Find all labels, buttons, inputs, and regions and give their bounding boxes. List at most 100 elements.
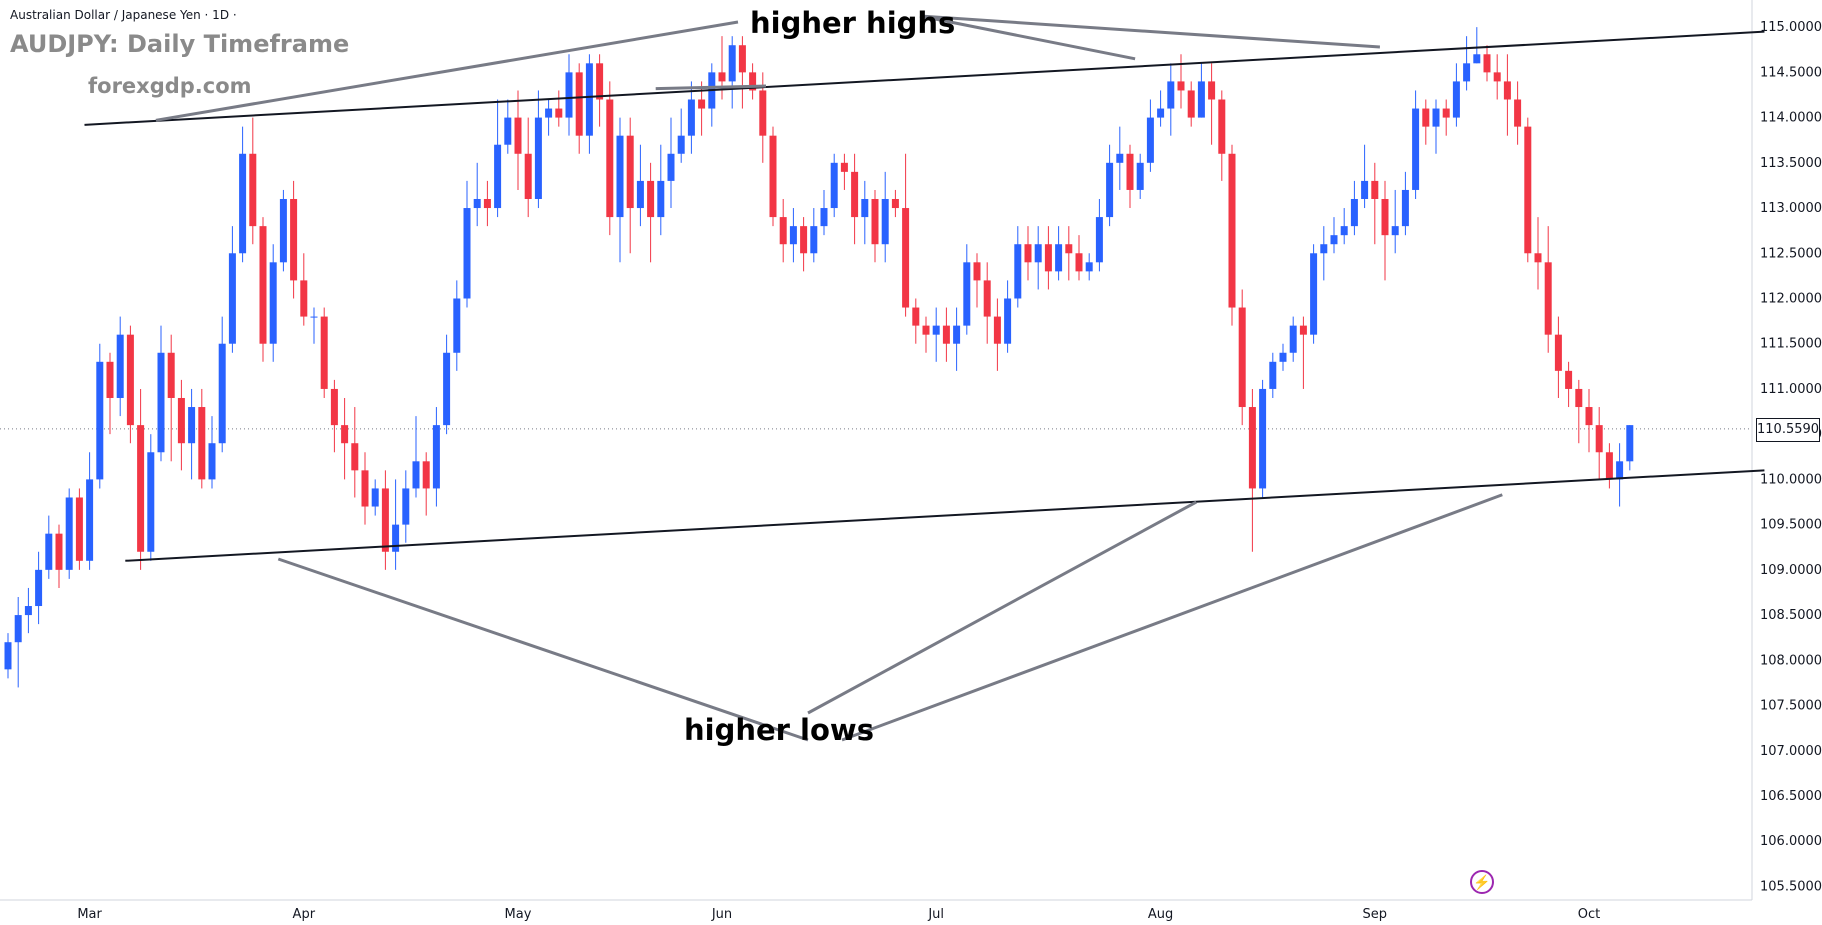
candle <box>24 587 32 634</box>
candle-body <box>55 533 63 570</box>
candle-body <box>45 533 53 570</box>
candle <box>330 379 338 453</box>
highs-pointer-right <box>919 14 1381 49</box>
candle-body <box>1524 126 1532 254</box>
watermark: forexgdp.com <box>88 74 252 98</box>
candle-body <box>228 253 236 344</box>
candle <box>269 244 277 362</box>
candle <box>1177 54 1185 109</box>
last-price-label: 110.5590 <box>1756 418 1820 442</box>
candle-body <box>1126 153 1134 190</box>
candle-body <box>1044 244 1052 272</box>
candle <box>1503 54 1511 136</box>
candle-body <box>789 226 797 245</box>
candle <box>1350 180 1358 236</box>
candle <box>647 162 655 263</box>
candle-body <box>1412 108 1420 190</box>
candle <box>1004 280 1012 353</box>
candle <box>1554 316 1562 398</box>
candle <box>1055 226 1063 281</box>
candle <box>116 316 124 417</box>
higher-lows-annotation: higher lows <box>684 713 874 747</box>
candle-body <box>769 135 777 218</box>
candle <box>1187 81 1195 127</box>
candle <box>1085 253 1093 281</box>
candle-body <box>14 615 22 643</box>
candle <box>861 180 869 245</box>
candle-body <box>177 397 185 444</box>
candle <box>1493 54 1501 100</box>
candle-body <box>259 226 267 344</box>
candle-body <box>1269 361 1277 389</box>
highs-pointer-jun <box>655 84 767 91</box>
candle <box>1167 63 1175 136</box>
candle <box>1197 63 1205 118</box>
candle <box>891 189 899 218</box>
candle <box>1534 217 1542 290</box>
candle-body <box>1534 253 1542 263</box>
candle-body <box>1157 108 1165 118</box>
candle <box>1116 126 1124 190</box>
candle-body <box>422 461 430 489</box>
candle <box>616 117 624 263</box>
lightning-icon[interactable]: ⚡ <box>1470 870 1494 894</box>
candle <box>789 208 797 263</box>
candle-body <box>218 343 226 444</box>
candle <box>749 63 757 100</box>
candle <box>942 307 950 362</box>
candle <box>728 36 736 109</box>
candle <box>657 144 665 236</box>
candle-body <box>1208 81 1216 100</box>
candle-body <box>126 334 134 426</box>
candle-body <box>1595 425 1603 453</box>
higher-highs-annotation: higher highs <box>750 6 956 40</box>
candle <box>208 416 216 489</box>
candle-body <box>1014 244 1022 299</box>
highs-pointer-left <box>155 20 739 122</box>
candle <box>1136 153 1144 199</box>
y-tick-label: 115.0000 <box>1760 20 1822 35</box>
candle <box>1065 226 1073 281</box>
candle <box>167 334 175 462</box>
candle <box>565 54 573 136</box>
candle-body <box>1554 334 1562 371</box>
candle <box>1248 388 1256 552</box>
candle <box>290 180 298 299</box>
y-tick-label: 111.0000 <box>1760 382 1822 397</box>
candle <box>1228 144 1236 326</box>
candle-body <box>1116 153 1124 163</box>
candle <box>1524 117 1532 263</box>
candle <box>636 144 644 227</box>
candle-body <box>341 425 349 444</box>
candle-body <box>1616 461 1624 480</box>
candle-body <box>1187 90 1195 118</box>
candle-body <box>677 135 685 154</box>
candle <box>473 162 481 227</box>
candle <box>555 90 563 127</box>
y-tick-label: 106.5000 <box>1760 789 1822 804</box>
candle-body <box>1279 352 1287 362</box>
candle <box>1442 99 1450 136</box>
candle-body <box>728 45 736 82</box>
candle <box>524 117 532 218</box>
y-tick-label: 113.5000 <box>1760 156 1822 171</box>
candle-body <box>1146 117 1154 163</box>
candle <box>1371 162 1379 245</box>
candle-body <box>514 117 522 154</box>
candle-body <box>922 325 930 335</box>
y-tick-label: 114.0000 <box>1760 111 1822 126</box>
candle <box>351 407 359 498</box>
candle <box>96 343 104 489</box>
candle-body <box>1463 63 1471 82</box>
candle-body <box>330 388 338 426</box>
candle-body <box>1095 217 1103 263</box>
candle <box>381 470 389 570</box>
y-tick-label: 113.0000 <box>1760 201 1822 216</box>
candle <box>1075 235 1083 281</box>
candle-body <box>565 72 573 118</box>
candle <box>667 117 675 209</box>
candle <box>310 307 318 344</box>
y-tick-label: 109.0000 <box>1760 563 1822 578</box>
candle <box>239 126 247 263</box>
